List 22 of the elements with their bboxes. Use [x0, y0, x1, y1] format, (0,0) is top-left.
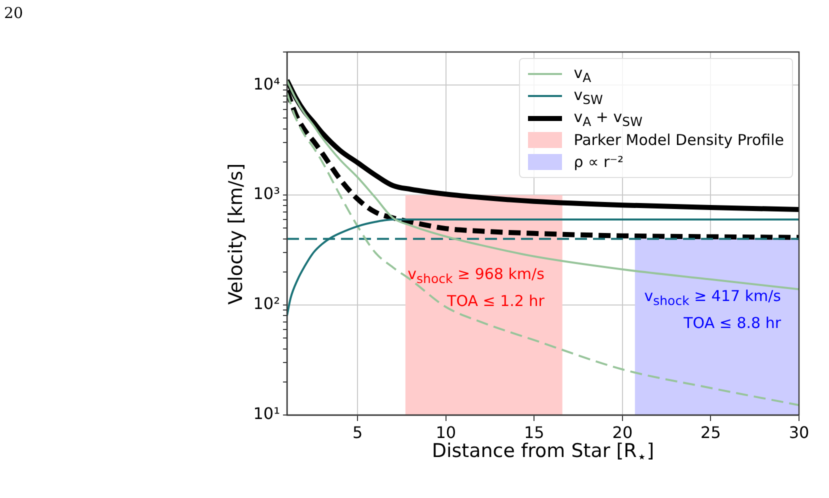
annotation: v$_{shock}$ ≥ 417 km/s TOA ≤ 8.8 hr	[644, 286, 781, 334]
x-tick-label: 25	[700, 422, 721, 442]
y-tick-label: 10³	[253, 184, 280, 204]
x-tick-label: 5	[352, 422, 363, 442]
legend-label: v$_{A}$ + v$_{SW}$	[574, 108, 642, 128]
y-axis-title: Velocity [km/s]	[225, 162, 247, 304]
y-tick-label: 10²	[253, 294, 280, 314]
x-axis-title: Distance from Star [R$_{⋆}$]	[432, 440, 654, 466]
annotation: v$_{shock}$ ≥ 968 km/s TOA ≤ 1.2 hr	[408, 264, 544, 312]
line-series	[287, 218, 799, 317]
legend-label: ρ ∝ r⁻²	[574, 153, 624, 171]
x-tick-label: 15	[524, 422, 544, 442]
legend-label: v$_{SW}$	[574, 86, 603, 106]
y-tick-label: 10⁴	[253, 74, 280, 94]
legend-label: v$_{A}$	[574, 64, 592, 84]
line-series	[287, 92, 799, 406]
y-tick-label: 10¹	[253, 404, 280, 424]
x-tick-label: 20	[612, 422, 633, 442]
legend-label: Parker Model Density Profile	[574, 131, 784, 149]
x-tick-label: 30	[788, 422, 810, 442]
x-tick-label: 10	[436, 422, 456, 442]
text: 20	[4, 4, 24, 22]
